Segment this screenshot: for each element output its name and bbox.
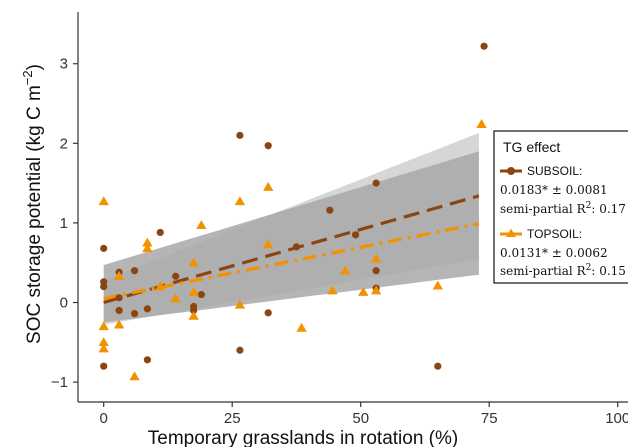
subsoil-point-25 [372, 267, 380, 275]
topsoil-point-15 [234, 196, 246, 206]
legend-topsoil-stat: 0.0131* ± 0.0062 [500, 246, 608, 260]
topsoil-point-5 [113, 319, 125, 329]
subsoil-point-16 [236, 131, 244, 139]
x-tick-label-25: 25 [224, 410, 241, 427]
subsoil-point-14 [190, 306, 198, 315]
subsoil-point-21 [326, 206, 334, 214]
subsoil-point-6 [115, 306, 123, 315]
subsoil-point-5 [115, 294, 123, 302]
subsoil-point-15 [197, 290, 205, 299]
legend-topsoil-label: TOPSOIL: [527, 227, 582, 241]
y-axis-title-exponent: −2 [20, 70, 35, 85]
x-tick-label-100: 100 [605, 410, 628, 427]
subsoil-point-20 [292, 243, 301, 251]
topsoil-point-26 [476, 119, 487, 128]
subsoil-point-11 [156, 228, 164, 237]
legend-subsoil-marker [507, 167, 515, 175]
subsoil-trend-line [103, 194, 480, 305]
subsoil-point-17 [236, 346, 244, 354]
topsoil-point-19 [296, 322, 307, 332]
topsoil-point-14 [196, 220, 207, 230]
y-tick-label-2: 2 [60, 135, 68, 152]
legend-subsoil-r2: semi-partial R2: 0.17 [500, 201, 626, 216]
x-tick-label-0: 0 [100, 410, 108, 427]
y-axis-title-close: ) [24, 64, 45, 70]
topsoil-point-0 [98, 196, 109, 206]
topsoil-confidence-band [103, 151, 479, 323]
topsoil-point-22 [358, 286, 369, 296]
subsoil-point-12 [172, 272, 180, 280]
topsoil-point-20 [327, 285, 338, 295]
topsoil-point-1 [98, 321, 109, 331]
trend-lines [103, 194, 480, 305]
y-axis-title-main: SOC storage potential (kg C m [24, 85, 45, 344]
y-axis-title: SOC storage potential (kg C m−2) [20, 64, 45, 344]
legend-topsoil-r2: semi-partial R2: 0.15 [500, 263, 626, 278]
topsoil-point-11 [188, 257, 199, 267]
subsoil-point-22 [351, 231, 360, 239]
subsoil-point-19 [264, 309, 272, 317]
axes: −1 0 1 2 3 0 25 50 75 100 [51, 12, 628, 427]
subsoil-point-10 [143, 356, 151, 364]
subsoil-point-2 [100, 282, 108, 291]
topsoil-point-21 [340, 265, 351, 275]
y-tick-label-3: 3 [60, 56, 68, 73]
y-tick-label-1: 1 [60, 215, 68, 232]
topsoil-point-9 [155, 281, 166, 291]
legend-topsoil-marker [506, 228, 516, 237]
legend-subsoil-stat: 0.0183* ± 0.0081 [500, 183, 608, 197]
topsoil-point-18 [262, 239, 274, 249]
topsoil-point-17 [262, 181, 274, 191]
legend-box [493, 130, 628, 284]
subsoil-point-7 [130, 267, 139, 275]
y-tick-label-0: 0 [60, 295, 68, 312]
topsoil-point-3 [98, 343, 109, 353]
subsoil-point-0 [100, 244, 108, 252]
topsoil-point-25 [432, 280, 444, 290]
topsoil-trend-line [103, 222, 480, 301]
topsoil-point-2 [98, 337, 109, 347]
subsoil-point-3 [100, 362, 108, 370]
x-tick-label-50: 50 [352, 410, 369, 427]
subsoil-point-9 [143, 305, 151, 313]
topsoil-point-16 [234, 299, 246, 309]
topsoil-point-10 [170, 293, 181, 303]
topsoil-point-12 [188, 286, 199, 296]
topsoil-point-4 [113, 271, 125, 280]
topsoil-point-8 [142, 243, 153, 253]
x-tick-label-75: 75 [481, 410, 498, 427]
x-axis-title: Temporary grasslands in rotation (%) [148, 428, 458, 447]
subsoil-point-27 [480, 42, 488, 50]
topsoil-point-13 [188, 310, 199, 320]
legend-title: TG effect [503, 139, 560, 155]
legend-subsoil-label: SUBSOIL: [527, 164, 582, 178]
subsoil-point-8 [130, 310, 139, 318]
subsoil-point-23 [372, 179, 380, 187]
subsoil-point-26 [434, 362, 442, 370]
topsoil-point-23 [370, 253, 382, 263]
subsoil-point-18 [264, 142, 272, 150]
topsoil-point-7 [142, 237, 153, 247]
topsoil-point-24 [370, 285, 382, 295]
legend: TG effect SUBSOIL: 0.0183* ± 0.0081 semi… [493, 130, 628, 284]
topsoil-point-6 [129, 371, 140, 381]
y-tick-label--1: −1 [51, 374, 68, 391]
data-points [98, 42, 488, 381]
